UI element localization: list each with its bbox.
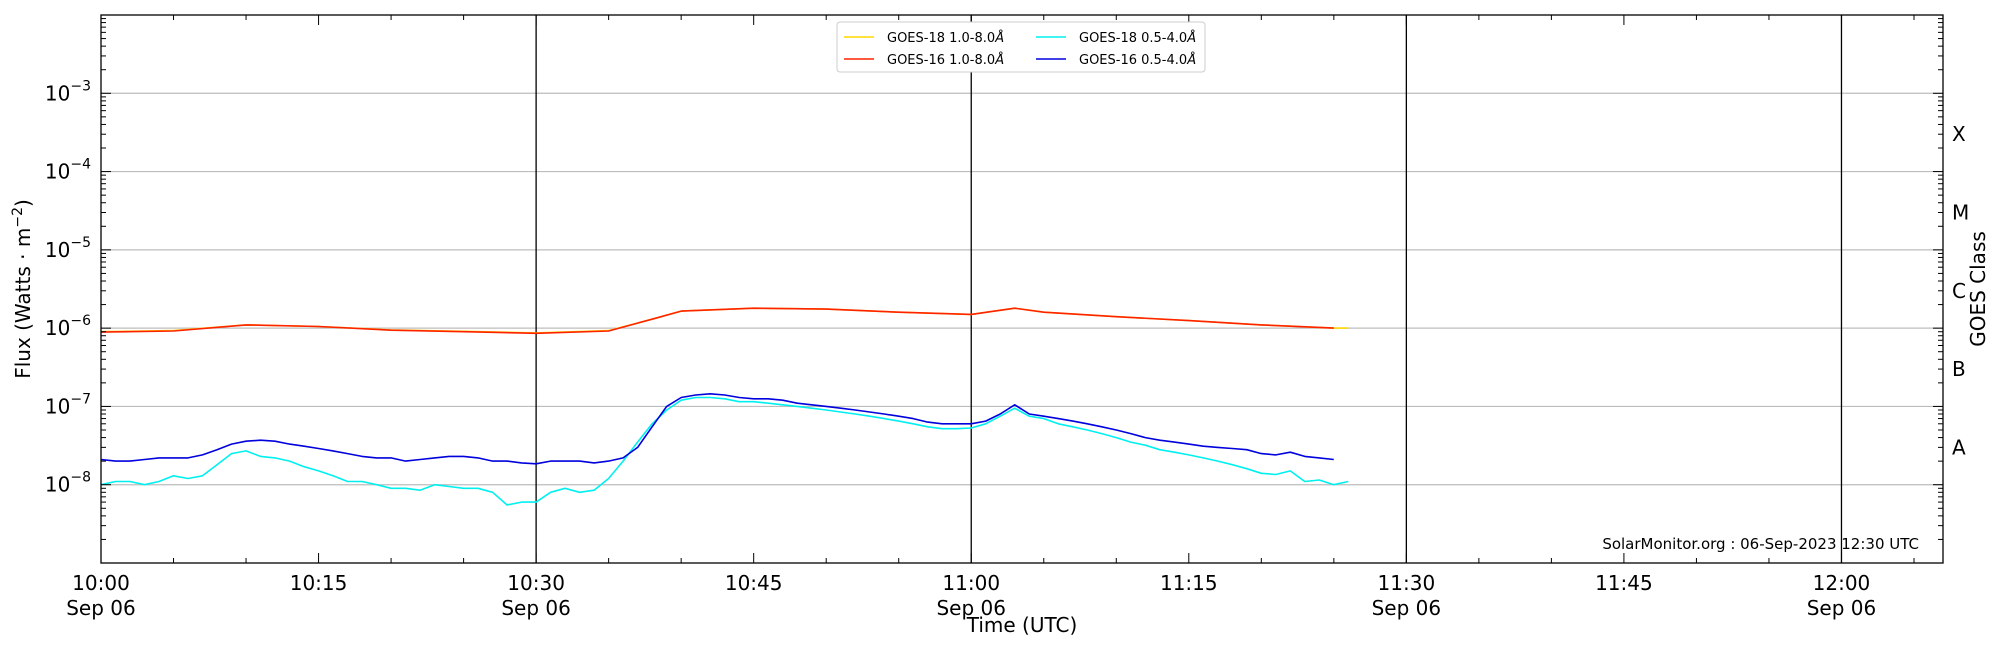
goes-class-label: B [1952,357,1966,381]
x-tick-time: 11:00 [942,571,1000,595]
x-tick-time: 12:00 [1813,571,1871,595]
y-axis-title-main: Flux (Watts · m [11,228,35,379]
series-lines [100,307,1349,506]
legend-label-name: GOES-16 1.0-8.0 [887,53,995,68]
y-tick-base: 10 [45,160,70,184]
y-tick-exponent: −6 [70,313,91,329]
y-axis-title: Flux (Watts · m−2) [10,199,35,379]
x-tick-time: 10:15 [290,571,348,595]
x-tick-time: 11:15 [1160,571,1218,595]
x-tick-date: Sep 06 [1807,596,1877,620]
legend-label: GOES-16 0.5-4.0Å [1079,52,1196,68]
x-tick-date: Sep 06 [936,596,1006,620]
y-tick-base: 10 [45,238,70,262]
gridlines [101,92,1943,486]
series-line-2 [100,307,1334,335]
y-tick-label: 10−5 [45,235,91,262]
x-tick-time: 11:30 [1378,571,1436,595]
y-tick-label: 10−6 [45,313,91,340]
x-tick-time: 10:45 [725,571,783,595]
x-tick-time: 10:30 [507,571,565,595]
axis-ticks [100,15,1943,564]
goes-class-label: M [1952,201,1969,225]
legend-label-name: GOES-18 1.0-8.0 [887,31,995,46]
legend-label-unit: Å [1186,52,1196,68]
y-axis-title-close: ) [11,199,35,207]
y-tick-label: 10−8 [45,470,91,497]
plot-frame [100,14,1944,564]
x-tick-date: Sep 06 [1372,596,1442,620]
y-tick-label: 10−3 [45,78,91,105]
goes-class-label: X [1952,122,1966,146]
legend-label-name: GOES-18 0.5-4.0 [1079,31,1187,46]
series-line-3 [100,396,1349,506]
y-tick-exponent: −8 [70,470,91,486]
y-tick-base: 10 [45,394,70,418]
legend-box [836,21,1206,73]
y-tick-labels: 10−310−410−510−610−710−8 [45,78,91,496]
vertical-markers [535,15,1843,563]
x-tick-date: Sep 06 [501,596,571,620]
x-tick-time: 11:45 [1595,571,1653,595]
legend-label-unit: Å [994,52,1004,68]
goes-class-axis-title: GOES Class [1966,231,1990,347]
x-tick-time: 10:00 [72,571,130,595]
legend-label-unit: Å [1186,30,1196,46]
y-tick-exponent: −7 [70,391,91,407]
series-line-4 [100,392,1334,465]
x-axis-title: Time (UTC) [966,613,1078,637]
y-tick-base: 10 [45,316,70,340]
goes-class-label: C [1952,279,1966,303]
legend-label: GOES-16 1.0-8.0Å [887,52,1004,68]
goes-class-label: A [1952,435,1966,459]
y-tick-label: 10−4 [45,157,91,184]
legend-label: GOES-18 1.0-8.0Å [887,30,1004,46]
x-tick-date: Sep 06 [66,596,136,620]
legend-label-name: GOES-16 0.5-4.0 [1079,53,1187,68]
legend-label-unit: Å [994,30,1004,46]
y-tick-exponent: −3 [70,78,91,94]
y-tick-base: 10 [45,81,70,105]
y-tick-base: 10 [45,473,70,497]
credit-text: SolarMonitor.org : 06-Sep-2023 12:30 UTC [1602,535,1919,553]
y-tick-label: 10−7 [45,391,91,418]
y-axis-title-exp: −2 [10,207,26,228]
y-tick-exponent: −4 [70,157,91,173]
y-tick-exponent: −5 [70,235,91,251]
legend-label: GOES-18 0.5-4.0Å [1079,30,1196,46]
goes-class-labels: X M C B A [1952,122,1969,459]
